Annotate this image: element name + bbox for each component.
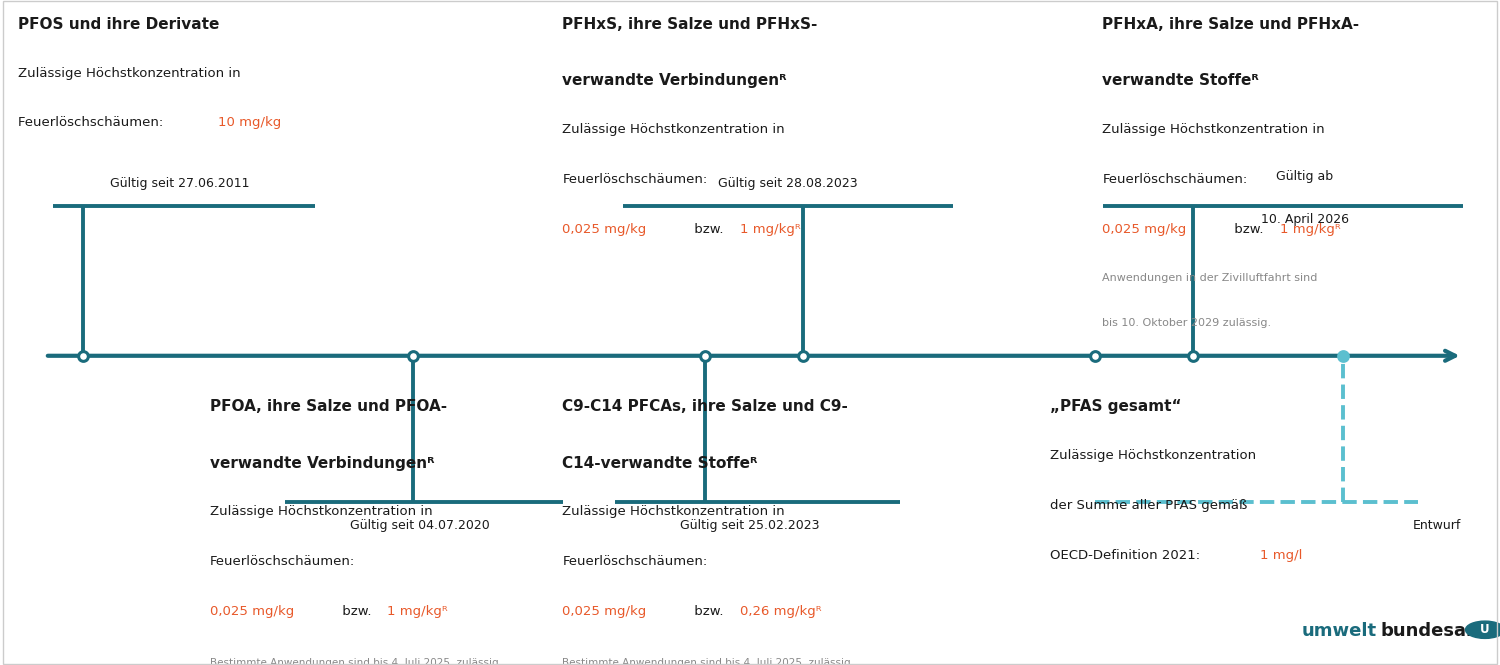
Text: Bestimmte Anwendungen sind bis 4. Juli 2025  zulässig.: Bestimmte Anwendungen sind bis 4. Juli 2… — [562, 658, 855, 665]
Text: bis 10. Oktober 2029 zulässig.: bis 10. Oktober 2029 zulässig. — [1102, 318, 1272, 328]
Text: verwandte Stoffeᴿ: verwandte Stoffeᴿ — [1102, 73, 1260, 88]
Text: Zulässige Höchstkonzentration in: Zulässige Höchstkonzentration in — [562, 505, 784, 519]
Text: Feuerlöschschäumen:: Feuerlöschschäumen: — [1102, 173, 1248, 186]
Text: bzw.: bzw. — [1230, 223, 1268, 236]
Text: 10 mg/kg: 10 mg/kg — [217, 116, 280, 130]
Text: „PFAS gesamt“: „PFAS gesamt“ — [1050, 399, 1182, 414]
Text: 0,025 mg/kg: 0,025 mg/kg — [210, 605, 294, 618]
Text: U: U — [1480, 623, 1490, 636]
Text: Gültig seit 04.07.2020: Gültig seit 04.07.2020 — [350, 519, 490, 532]
Text: PFHxS, ihre Salze und PFHxS-: PFHxS, ihre Salze und PFHxS- — [562, 17, 818, 32]
Text: Anwendungen in der Zivilluftfahrt sind: Anwendungen in der Zivilluftfahrt sind — [1102, 273, 1318, 283]
Text: PFOS und ihre Derivate: PFOS und ihre Derivate — [18, 17, 219, 32]
Text: Zulässige Höchstkonzentration in: Zulässige Höchstkonzentration in — [210, 505, 432, 519]
Text: Zulässige Höchstkonzentration in: Zulässige Höchstkonzentration in — [1102, 123, 1324, 136]
Text: umwelt: umwelt — [1302, 622, 1377, 640]
Text: bundesamt: bundesamt — [1380, 622, 1494, 640]
Circle shape — [1466, 621, 1500, 638]
Text: 10. April 2026: 10. April 2026 — [1262, 213, 1348, 226]
Text: Gültig seit 27.06.2011: Gültig seit 27.06.2011 — [111, 176, 249, 190]
Text: C14-verwandte Stoffeᴿ: C14-verwandte Stoffeᴿ — [562, 456, 758, 471]
Text: Gültig seit 28.08.2023: Gültig seit 28.08.2023 — [717, 176, 858, 190]
Text: Bestimmte Anwendungen sind bis 4. Juli 2025  zulässig.: Bestimmte Anwendungen sind bis 4. Juli 2… — [210, 658, 502, 665]
Text: 1 mg/kgᴿ: 1 mg/kgᴿ — [387, 605, 447, 618]
Text: bzw.: bzw. — [690, 223, 728, 236]
Text: Zulässige Höchstkonzentration in: Zulässige Höchstkonzentration in — [562, 123, 784, 136]
Text: 1 mg/l: 1 mg/l — [1260, 549, 1302, 562]
Text: Gültig ab: Gültig ab — [1276, 170, 1334, 183]
Text: Zulässige Höchstkonzentration: Zulässige Höchstkonzentration — [1050, 449, 1256, 462]
Text: Gültig seit 25.02.2023: Gültig seit 25.02.2023 — [680, 519, 819, 532]
Text: verwandte Verbindungenᴿ: verwandte Verbindungenᴿ — [210, 456, 435, 471]
Text: 1 mg/kgᴿ: 1 mg/kgᴿ — [1280, 223, 1340, 236]
Text: Feuerlöschschäumen:: Feuerlöschschäumen: — [562, 173, 708, 186]
Text: C9-C14 PFCAs, ihre Salze und C9-: C9-C14 PFCAs, ihre Salze und C9- — [562, 399, 849, 414]
Text: 0,025 mg/kg: 0,025 mg/kg — [562, 223, 646, 236]
Text: 0,025 mg/kg: 0,025 mg/kg — [562, 605, 646, 618]
Text: Feuerlöschschäumen:: Feuerlöschschäumen: — [18, 116, 168, 130]
Text: PFOA, ihre Salze und PFOA-: PFOA, ihre Salze und PFOA- — [210, 399, 447, 414]
Text: Zulässige Höchstkonzentration in: Zulässige Höchstkonzentration in — [18, 66, 240, 80]
Text: Feuerlöschschäumen:: Feuerlöschschäumen: — [562, 555, 708, 569]
Text: Entwurf: Entwurf — [1413, 519, 1461, 532]
Text: verwandte Verbindungenᴿ: verwandte Verbindungenᴿ — [562, 73, 788, 88]
Text: PFHxA, ihre Salze und PFHxA-: PFHxA, ihre Salze und PFHxA- — [1102, 17, 1359, 32]
Text: 0,025 mg/kg: 0,025 mg/kg — [1102, 223, 1186, 236]
Text: Feuerlöschschäumen:: Feuerlöschschäumen: — [210, 555, 356, 569]
Text: bzw.: bzw. — [338, 605, 375, 618]
Text: 1 mg/kgᴿ: 1 mg/kgᴿ — [740, 223, 800, 236]
Text: 0,26 mg/kgᴿ: 0,26 mg/kgᴿ — [740, 605, 821, 618]
Text: bzw.: bzw. — [690, 605, 728, 618]
Text: der Summe aller PFAS gemäß: der Summe aller PFAS gemäß — [1050, 499, 1248, 512]
Text: OECD-Definition 2021:: OECD-Definition 2021: — [1050, 549, 1205, 562]
